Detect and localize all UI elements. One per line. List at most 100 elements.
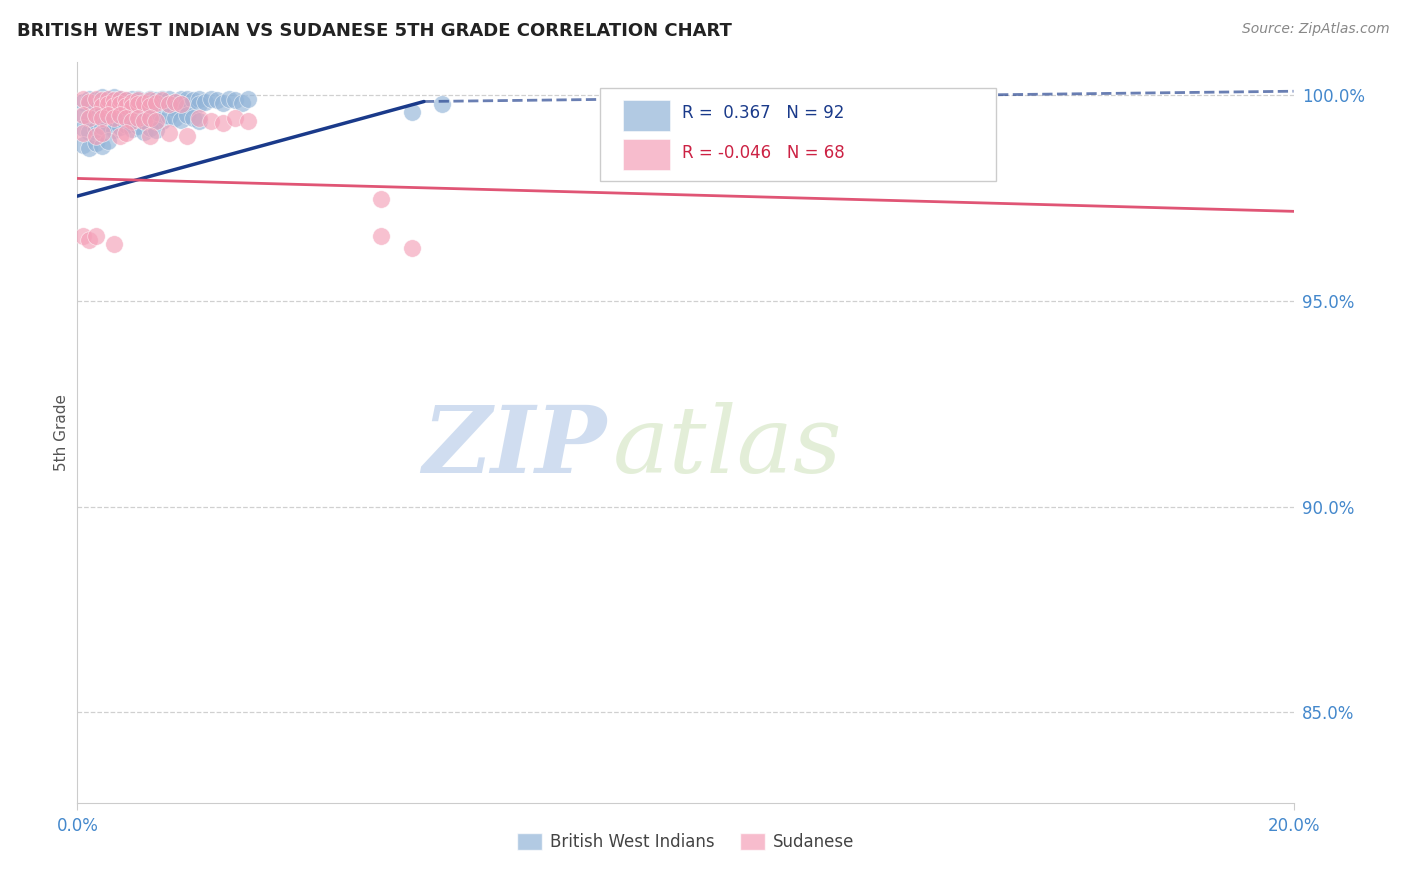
Point bbox=[134, 101, 156, 115]
Point bbox=[121, 95, 143, 109]
Point bbox=[134, 125, 156, 139]
Point bbox=[200, 113, 222, 128]
Point bbox=[97, 118, 120, 132]
Point bbox=[115, 111, 138, 125]
Point bbox=[176, 92, 198, 106]
Point bbox=[145, 95, 167, 110]
Point bbox=[72, 229, 94, 244]
Point bbox=[127, 93, 149, 107]
Point bbox=[134, 113, 156, 128]
Text: R =  0.367   N = 92: R = 0.367 N = 92 bbox=[682, 104, 844, 122]
Point bbox=[231, 95, 253, 110]
Point bbox=[79, 233, 101, 247]
Bar bbox=[623, 139, 669, 170]
Point bbox=[79, 92, 101, 106]
Point bbox=[127, 111, 149, 125]
Point bbox=[90, 98, 112, 112]
Point bbox=[236, 113, 259, 128]
Point bbox=[84, 129, 107, 144]
Point bbox=[84, 136, 107, 150]
Point bbox=[152, 92, 174, 106]
Point bbox=[145, 100, 167, 114]
Text: ZIP: ZIP bbox=[422, 402, 606, 492]
Point bbox=[139, 108, 162, 122]
Point bbox=[108, 92, 131, 106]
Point bbox=[139, 93, 162, 107]
Point bbox=[170, 113, 193, 128]
Text: Source: ZipAtlas.com: Source: ZipAtlas.com bbox=[1241, 22, 1389, 37]
Point bbox=[90, 107, 112, 121]
Point bbox=[948, 137, 970, 152]
Point bbox=[127, 98, 149, 112]
Point bbox=[84, 108, 107, 122]
Point bbox=[84, 110, 107, 124]
Point bbox=[139, 97, 162, 112]
Point bbox=[370, 229, 392, 244]
Bar bbox=[623, 100, 669, 131]
Point bbox=[72, 126, 94, 140]
Point bbox=[145, 112, 167, 126]
Point bbox=[108, 108, 131, 122]
Point bbox=[145, 123, 167, 137]
Point bbox=[90, 138, 112, 153]
Point bbox=[188, 113, 211, 128]
Point bbox=[218, 92, 240, 106]
Point bbox=[103, 123, 125, 137]
Point bbox=[176, 98, 198, 112]
Point bbox=[97, 92, 120, 106]
Point bbox=[84, 92, 107, 106]
Point bbox=[97, 92, 120, 106]
Point bbox=[157, 109, 180, 123]
Point bbox=[72, 121, 94, 136]
Point bbox=[97, 96, 120, 111]
Point bbox=[103, 111, 125, 125]
Point bbox=[127, 119, 149, 133]
Point bbox=[212, 116, 235, 130]
Text: R = -0.046   N = 68: R = -0.046 N = 68 bbox=[682, 145, 845, 162]
Point bbox=[97, 135, 120, 149]
Text: BRITISH WEST INDIAN VS SUDANESE 5TH GRADE CORRELATION CHART: BRITISH WEST INDIAN VS SUDANESE 5TH GRAD… bbox=[17, 22, 731, 40]
Point bbox=[90, 126, 112, 140]
Point bbox=[236, 92, 259, 106]
Point bbox=[97, 108, 120, 122]
Point bbox=[103, 98, 125, 112]
Point bbox=[145, 113, 167, 128]
Point bbox=[84, 122, 107, 136]
Point bbox=[145, 93, 167, 107]
Point bbox=[108, 111, 131, 125]
Point bbox=[163, 95, 186, 109]
Point bbox=[108, 129, 131, 144]
Point bbox=[108, 103, 131, 117]
Point bbox=[224, 93, 246, 107]
Point bbox=[115, 98, 138, 112]
Point bbox=[108, 96, 131, 111]
Point bbox=[121, 122, 143, 136]
Point bbox=[97, 100, 120, 114]
Point bbox=[194, 95, 217, 109]
Point bbox=[139, 111, 162, 125]
Point bbox=[108, 97, 131, 112]
Point bbox=[224, 111, 246, 125]
Point bbox=[103, 113, 125, 128]
Point bbox=[157, 92, 180, 106]
Point bbox=[370, 192, 392, 206]
Point bbox=[115, 93, 138, 107]
Point bbox=[152, 93, 174, 107]
Y-axis label: 5th Grade: 5th Grade bbox=[53, 394, 69, 471]
Point bbox=[170, 92, 193, 106]
Point bbox=[139, 129, 162, 144]
Point bbox=[115, 105, 138, 120]
Point bbox=[401, 241, 423, 255]
Point bbox=[115, 98, 138, 112]
Point bbox=[90, 119, 112, 133]
Point bbox=[72, 95, 94, 109]
Point bbox=[121, 113, 143, 128]
Point bbox=[152, 98, 174, 112]
Point bbox=[115, 126, 138, 140]
Point bbox=[79, 97, 101, 112]
Point bbox=[181, 93, 204, 107]
Point bbox=[79, 124, 101, 138]
Point bbox=[157, 126, 180, 140]
Point bbox=[79, 95, 101, 109]
Point bbox=[176, 129, 198, 144]
